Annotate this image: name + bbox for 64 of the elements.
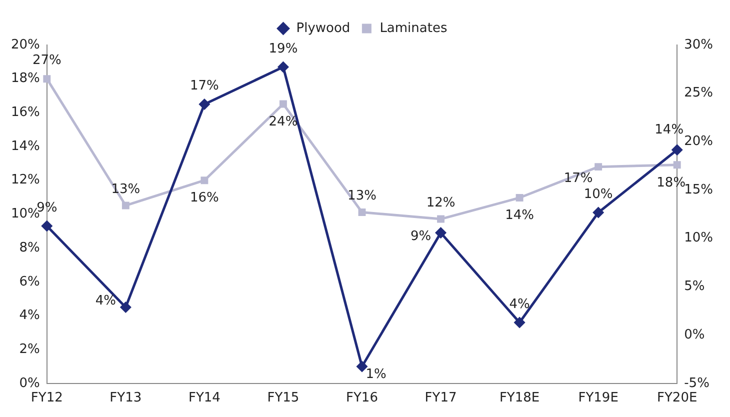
y-tick-label: 12% <box>10 172 40 188</box>
point <box>280 100 287 108</box>
x-tick-label: FY13 <box>110 390 142 406</box>
data-label: 16% <box>190 190 219 206</box>
x-tick-label: FY14 <box>188 390 220 406</box>
point <box>593 207 604 218</box>
y2-tick-label: 30% <box>684 37 714 52</box>
x-tick-label: FY16 <box>346 390 378 406</box>
x-tick-label: FY15 <box>267 390 300 406</box>
data-label: 13% <box>348 188 376 204</box>
x-tick-label: FY19E <box>578 390 618 406</box>
point <box>516 194 524 202</box>
legend-label: Plywood <box>296 20 350 36</box>
y2-tick-label: 10% <box>684 230 714 246</box>
data-label: 17% <box>190 78 219 94</box>
point <box>437 215 444 223</box>
point <box>43 75 51 83</box>
data-label: 14% <box>505 208 534 224</box>
x-tick-label: FY18E <box>499 390 540 406</box>
data-label: 10% <box>584 186 613 202</box>
point <box>356 361 368 372</box>
data-label: 12% <box>426 195 456 210</box>
point <box>436 228 446 238</box>
data-label: 27% <box>32 53 62 68</box>
y2-tick-label: 0% <box>684 327 705 342</box>
y-tick-label: 16% <box>10 105 40 120</box>
point <box>122 202 130 210</box>
data-label: 4% <box>95 294 116 309</box>
y2-tick-label: -5% <box>684 376 710 391</box>
data-label: 19% <box>268 41 298 56</box>
point <box>278 62 288 72</box>
y-tick-label: 6% <box>19 274 40 290</box>
y2-tick-label: 15% <box>684 182 714 198</box>
point <box>673 161 681 169</box>
point <box>514 317 525 328</box>
y-tick-label: 14% <box>10 138 40 154</box>
point <box>672 144 682 156</box>
y-tick-label: 8% <box>19 240 40 256</box>
point <box>200 176 208 184</box>
point <box>120 302 131 313</box>
data-label: 4% <box>509 296 530 312</box>
point <box>594 163 602 171</box>
data-label: 18% <box>656 175 686 190</box>
data-label: 17% <box>564 171 593 186</box>
data-label: 9% <box>410 229 432 244</box>
x-tick-label: FY20E <box>657 390 698 406</box>
legend-label: Laminates <box>380 20 448 36</box>
x-tick-label: FY12 <box>30 390 63 406</box>
point <box>199 98 210 110</box>
y-tick-label: 4% <box>19 308 40 324</box>
y2-tick-label: 5% <box>684 279 705 294</box>
data-label: 24% <box>268 114 298 130</box>
y-tick-label: 18% <box>10 71 40 86</box>
y-tick-label: 2% <box>19 342 40 357</box>
point <box>358 208 366 216</box>
x-tick-label: FY17 <box>424 390 457 406</box>
y2-tick-label: 20% <box>684 134 714 150</box>
data-label: 14% <box>654 122 684 138</box>
y-tick-label: 0% <box>19 376 40 391</box>
y-tick-label: 20% <box>10 37 40 52</box>
data-label: 1% <box>366 366 386 382</box>
point <box>42 220 52 232</box>
y2-tick-label: 25% <box>684 86 714 101</box>
data-label: 13% <box>111 182 140 197</box>
